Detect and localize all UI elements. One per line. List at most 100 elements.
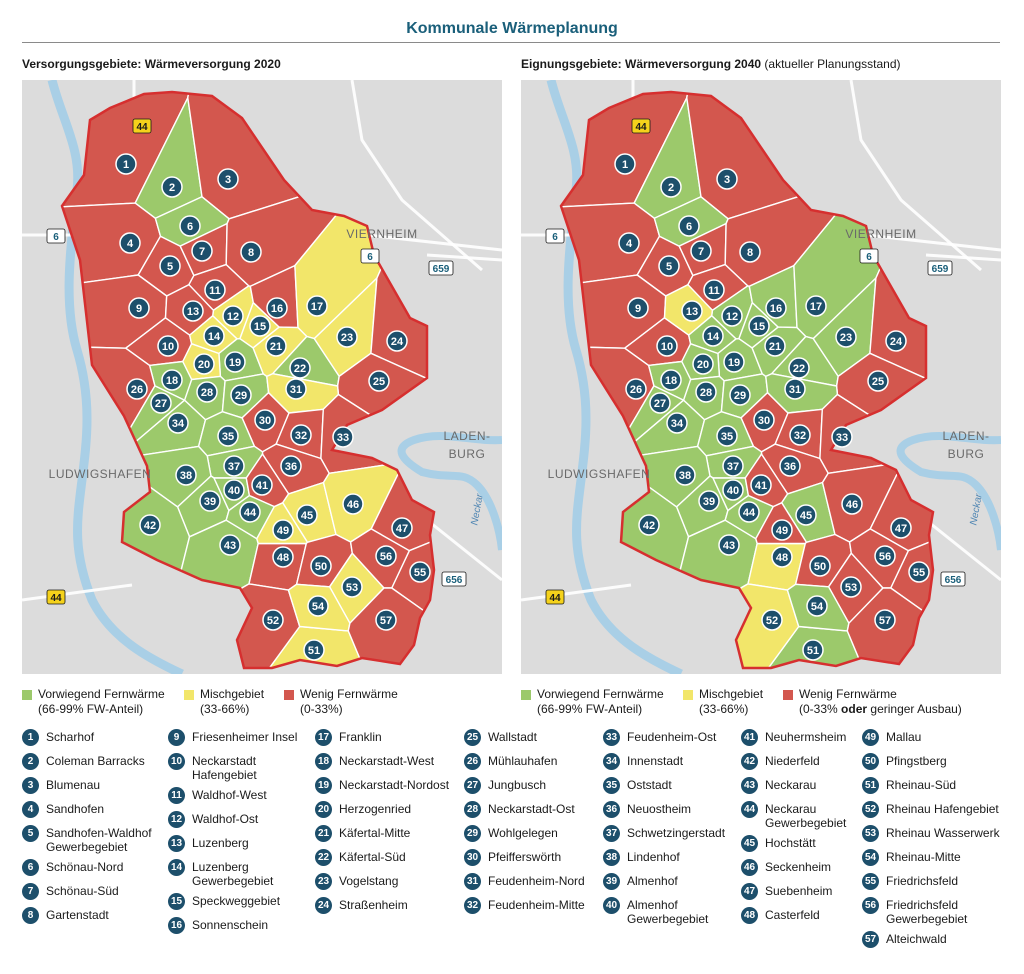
district-marker-51: 51 bbox=[802, 639, 824, 661]
road-sign-label: 656 bbox=[446, 575, 463, 586]
district-marker-circle bbox=[272, 546, 294, 568]
district-name: Feudenheim-Mitte bbox=[488, 898, 585, 912]
district-marker-circle bbox=[115, 153, 137, 175]
map-2020-heading: Versorgungsgebiete: Wärmeversorgung 2020 bbox=[22, 57, 281, 71]
district-marker-circle bbox=[310, 555, 332, 577]
district-marker-2: 2 bbox=[161, 176, 183, 198]
district-marker-42: 42 bbox=[638, 514, 660, 536]
legend-label: Wenig Fernwärme bbox=[300, 687, 398, 701]
district-marker-35: 35 bbox=[217, 425, 239, 447]
district-marker-circle bbox=[307, 595, 329, 617]
district-marker-18: 18 bbox=[161, 369, 183, 391]
district-marker-label: 3 bbox=[225, 174, 231, 186]
legend-label: Mischgebiet bbox=[699, 687, 764, 701]
district-marker-circle bbox=[721, 305, 743, 327]
district-marker-circle bbox=[690, 240, 712, 262]
district-index-item: 45 Hochstätt bbox=[741, 835, 846, 852]
district-marker-51: 51 bbox=[303, 639, 325, 661]
district-marker-12: 12 bbox=[721, 305, 743, 327]
district-marker-circle bbox=[795, 504, 817, 526]
district-number-badge: 7 bbox=[22, 883, 39, 900]
district-marker-label: 28 bbox=[700, 387, 712, 399]
district-marker-label: 21 bbox=[270, 341, 282, 353]
district-marker-label: 37 bbox=[727, 461, 739, 473]
district-index-item: 32 Feudenheim-Mitte bbox=[464, 897, 585, 914]
district-marker-label: 5 bbox=[666, 261, 672, 273]
district-marker-26: 26 bbox=[126, 378, 148, 400]
map-2040[interactable]: 1 2 3 4 5 6 7 8 9 10 11 12 13 14 15 16 17 18 19 20 21 22 23 24 2… bbox=[521, 80, 1001, 674]
district-marker-label: 41 bbox=[256, 480, 268, 492]
district-index-item: 41 Neuhermsheim bbox=[741, 729, 846, 746]
district-marker-circle bbox=[254, 409, 276, 431]
district-marker-circle bbox=[159, 255, 181, 277]
place-label-ludwigshafen: LUDWIGSHAFEN bbox=[548, 467, 651, 481]
district-name-line2: Gewerbegebiet bbox=[627, 912, 709, 926]
district-marker-39: 39 bbox=[199, 490, 221, 512]
district-name: Neckarstadt-Ost bbox=[488, 802, 575, 816]
district-name-line2: Gewerbegebiet bbox=[46, 840, 128, 854]
district-marker-52: 52 bbox=[761, 609, 783, 631]
district-marker-circle bbox=[222, 305, 244, 327]
district-number-badge: 35 bbox=[603, 777, 620, 794]
road-sign-label: 6 bbox=[866, 252, 872, 263]
district-index-item: 48 Casterfeld bbox=[741, 907, 846, 924]
district-name: Innenstadt bbox=[627, 754, 684, 768]
road-sign-a44-top: 44 bbox=[132, 118, 152, 134]
district-marker-label: 54 bbox=[811, 601, 824, 613]
district-name: Alteichwald bbox=[886, 932, 947, 946]
district-marker-label: 41 bbox=[755, 480, 767, 492]
district-marker-circle bbox=[262, 609, 284, 631]
district-marker-49: 49 bbox=[771, 519, 793, 541]
district-number-badge: 8 bbox=[22, 907, 39, 924]
district-marker-7: 7 bbox=[690, 240, 712, 262]
district-marker-circle bbox=[678, 215, 700, 237]
district-marker-label: 39 bbox=[204, 496, 216, 508]
district-name: Gartenstadt bbox=[46, 908, 109, 922]
district-name: Rheinau-Süd bbox=[886, 778, 957, 792]
road-sign-b6-left: 6 bbox=[545, 228, 565, 244]
district-marker-label: 11 bbox=[708, 285, 720, 297]
district-marker-label: 29 bbox=[235, 390, 247, 402]
district-marker-label: 27 bbox=[654, 398, 666, 410]
map-2020[interactable]: 1 2 3 4 5 6 7 8 9 10 11 12 13 14 15 16 17 18 19 20 21 22 23 24 2… bbox=[22, 80, 502, 674]
district-name: Jungbusch bbox=[488, 778, 547, 792]
district-marker-label: 51 bbox=[308, 645, 320, 657]
road-sign-label: 6 bbox=[53, 232, 59, 243]
district-name: Pfeifferswörth bbox=[488, 850, 562, 864]
neckar-river bbox=[397, 431, 502, 551]
district-index-item: 54 Rheinau-Mitte bbox=[862, 849, 1000, 866]
road bbox=[925, 253, 1001, 262]
district-index-item: 11 Waldhof-West bbox=[168, 787, 297, 804]
road-sign-plate bbox=[46, 589, 66, 605]
district-marker-label: 12 bbox=[726, 311, 738, 323]
road-sign-plate bbox=[545, 228, 565, 244]
district-marker-circle bbox=[126, 378, 148, 400]
road-sign-plate bbox=[360, 248, 380, 264]
road-sign-label: 656 bbox=[945, 575, 962, 586]
district-index-item: 23 Vogelstang bbox=[315, 873, 449, 890]
district-marker-28: 28 bbox=[196, 381, 218, 403]
district-marker-13: 13 bbox=[182, 300, 204, 322]
district-marker-label: 52 bbox=[267, 615, 279, 627]
district-marker-label: 19 bbox=[229, 357, 241, 369]
district-index-column-4: 25 Wallstadt 26 Mühlauhafen 27 Jungbusch 28 Nec… bbox=[464, 729, 585, 922]
district-marker-54: 54 bbox=[806, 595, 828, 617]
district-index-item: 12 Waldhof-Ost bbox=[168, 811, 297, 828]
district-name: Coleman Barracks bbox=[46, 754, 145, 768]
district-marker-circle bbox=[840, 576, 862, 598]
road bbox=[350, 80, 483, 272]
district-name: Mühlauhafen bbox=[488, 754, 558, 768]
district-marker-53: 53 bbox=[840, 576, 862, 598]
district-index-item: 6 Schönau-Nord bbox=[22, 859, 152, 876]
district-marker-circle bbox=[128, 297, 150, 319]
district-marker-circle bbox=[306, 295, 328, 317]
legend-sublabel-emphasis: oder bbox=[841, 702, 868, 716]
district-marker-circle bbox=[771, 546, 793, 568]
district-number-badge: 3 bbox=[22, 777, 39, 794]
district-number-badge: 40 bbox=[603, 897, 620, 914]
district-marker-label: 7 bbox=[698, 246, 704, 258]
district-marker-label: 29 bbox=[734, 390, 746, 402]
district-marker-label: 44 bbox=[244, 507, 257, 519]
district-index-item: 33 Feudenheim-Ost bbox=[603, 729, 725, 746]
